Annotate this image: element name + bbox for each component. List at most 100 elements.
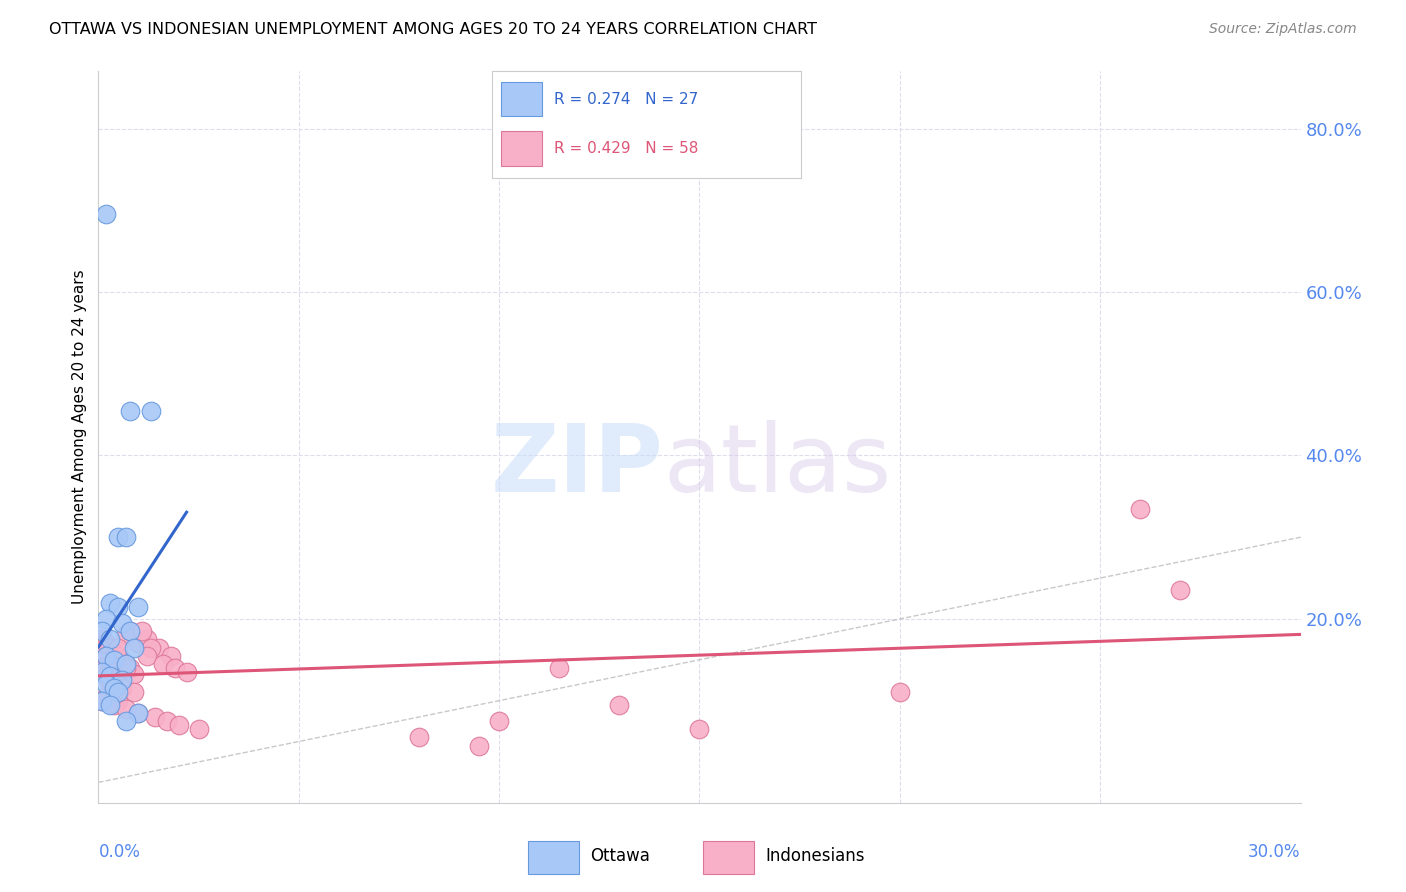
Point [103,653,125,667]
Point [111,673,134,688]
Point [96,669,118,683]
Point [124,640,146,655]
Point [187,723,209,737]
Point [100,640,122,655]
Point [152,657,174,671]
Point [107,685,129,699]
Point [100,653,122,667]
Point [115,657,138,671]
Point [139,403,162,417]
Point [96,648,118,663]
Point [107,640,129,655]
Point [91,654,114,668]
Point [135,648,157,663]
Point [163,661,186,675]
Point [100,632,122,647]
Point [91,693,114,707]
Point [96,690,118,704]
Point [408,731,430,745]
Point [115,702,138,716]
Point [124,685,146,699]
Y-axis label: Unemployment Among Ages 20 to 24 years: Unemployment Among Ages 20 to 24 years [72,269,87,605]
Point [107,599,129,614]
Point [91,643,114,657]
Point [1170,583,1192,598]
Point [100,664,122,678]
Point [107,648,129,663]
Point [148,640,170,655]
Point [107,693,129,707]
Point [155,714,177,728]
Point [135,632,157,647]
Point [548,661,571,675]
Point [128,636,150,650]
FancyBboxPatch shape [527,841,579,874]
Point [91,624,114,639]
FancyBboxPatch shape [502,131,541,166]
Point [103,671,125,685]
Point [103,698,125,712]
FancyBboxPatch shape [502,82,541,116]
Point [176,665,198,679]
Text: 30.0%: 30.0% [1249,843,1301,861]
Point [100,669,122,683]
Point [96,636,118,650]
Point [128,706,150,720]
Point [103,645,125,659]
Point [889,685,911,699]
Point [120,403,142,417]
Point [91,632,114,647]
Point [96,612,118,626]
Text: R = 0.429   N = 58: R = 0.429 N = 58 [554,141,699,156]
Point [115,628,138,642]
Text: atlas: atlas [664,420,891,512]
Point [91,663,114,677]
Point [100,677,122,691]
Point [120,624,142,639]
Point [124,666,146,681]
Point [107,530,129,544]
Text: 0.0%: 0.0% [98,843,141,861]
Point [111,665,134,679]
Point [96,207,118,221]
Text: Source: ZipAtlas.com: Source: ZipAtlas.com [1209,22,1357,37]
Point [115,530,138,544]
Point [96,658,118,673]
Point [1129,501,1152,516]
Point [96,677,118,691]
Point [115,657,138,671]
Point [111,615,134,630]
Point [167,718,190,732]
Text: ZIP: ZIP [491,420,664,512]
Point [91,693,114,707]
Point [103,655,125,669]
Text: Indonesians: Indonesians [765,847,865,865]
Point [131,624,153,639]
Point [96,648,118,663]
Point [100,596,122,610]
Point [488,714,510,728]
Point [609,698,631,712]
FancyBboxPatch shape [703,841,754,874]
Point [128,706,150,720]
Point [115,661,138,675]
Text: OTTAWA VS INDONESIAN UNEMPLOYMENT AMONG AGES 20 TO 24 YEARS CORRELATION CHART: OTTAWA VS INDONESIAN UNEMPLOYMENT AMONG … [49,22,817,37]
Point [103,681,125,696]
Point [128,599,150,614]
Point [100,673,122,688]
Point [111,653,134,667]
Point [689,723,711,737]
Point [139,640,162,655]
Text: Ottawa: Ottawa [589,847,650,865]
Point [115,714,138,728]
Point [111,681,134,696]
Point [120,624,142,639]
Text: R = 0.274   N = 27: R = 0.274 N = 27 [554,92,699,107]
Point [100,698,122,712]
Point [159,648,181,663]
Point [143,710,166,724]
Point [120,661,142,675]
Point [468,739,491,753]
Point [107,659,129,673]
Point [91,665,114,679]
